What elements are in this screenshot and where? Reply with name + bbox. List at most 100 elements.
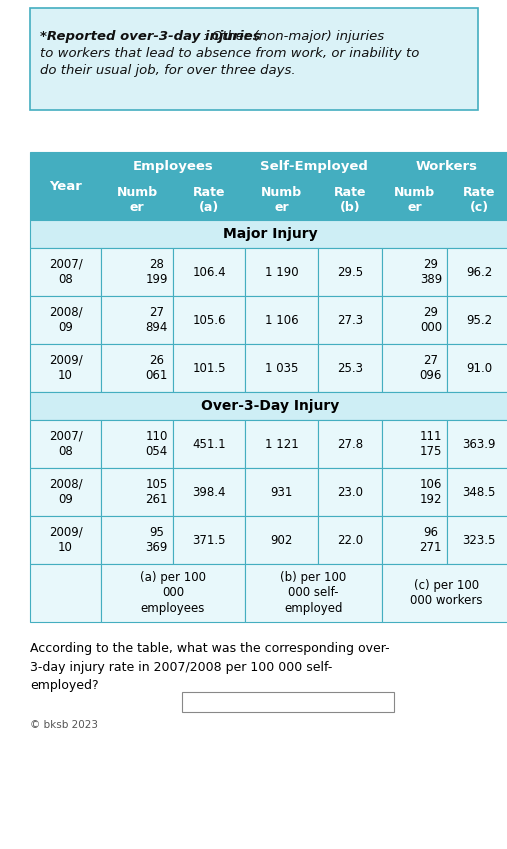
- Text: 29
000: 29 000: [420, 306, 442, 335]
- Bar: [101, 516, 173, 564]
- Text: According to the table, what was the corresponding over-
3-day injury rate in 20: According to the table, what was the cor…: [30, 642, 389, 692]
- Bar: [101, 180, 173, 220]
- Bar: [382, 152, 507, 180]
- Text: do their usual job, for over three days.: do their usual job, for over three days.: [40, 64, 296, 77]
- Bar: [101, 344, 173, 392]
- Bar: [30, 248, 101, 296]
- Text: 348.5: 348.5: [462, 486, 496, 498]
- Text: 27.3: 27.3: [337, 313, 363, 327]
- Text: 1 106: 1 106: [265, 313, 298, 327]
- Text: 27
096: 27 096: [420, 354, 442, 382]
- Text: (c) per 100
000 workers: (c) per 100 000 workers: [410, 579, 483, 607]
- Bar: [245, 420, 318, 468]
- Bar: [245, 248, 318, 296]
- Bar: [382, 564, 507, 622]
- Bar: [318, 420, 382, 468]
- Bar: [318, 516, 382, 564]
- Bar: [245, 468, 318, 516]
- Text: 96.2: 96.2: [466, 266, 492, 278]
- Bar: [30, 516, 101, 564]
- Bar: [318, 248, 382, 296]
- Text: 27.8: 27.8: [337, 437, 363, 451]
- Bar: [245, 564, 382, 622]
- Bar: [245, 152, 382, 180]
- Text: Rate
(a): Rate (a): [193, 186, 225, 214]
- Bar: [447, 516, 507, 564]
- Text: Workers: Workers: [416, 160, 478, 172]
- Text: 398.4: 398.4: [192, 486, 226, 498]
- Text: Employees: Employees: [133, 160, 213, 172]
- Text: 95.2: 95.2: [466, 313, 492, 327]
- Bar: [318, 296, 382, 344]
- Bar: [30, 296, 101, 344]
- Text: 29.5: 29.5: [337, 266, 363, 278]
- Bar: [447, 344, 507, 392]
- Bar: [382, 344, 447, 392]
- Text: Numb
er: Numb er: [117, 186, 158, 214]
- Bar: [30, 152, 101, 220]
- Text: 902: 902: [270, 533, 293, 547]
- Bar: [101, 152, 245, 180]
- Bar: [30, 564, 101, 622]
- Bar: [30, 220, 507, 248]
- Bar: [447, 180, 507, 220]
- Text: 2008/
09: 2008/ 09: [49, 306, 82, 335]
- Bar: [447, 420, 507, 468]
- Text: 2009/
10: 2009/ 10: [49, 354, 82, 382]
- Bar: [30, 8, 478, 110]
- Text: 22.0: 22.0: [337, 533, 363, 547]
- Text: (a) per 100
000
employees: (a) per 100 000 employees: [140, 571, 206, 615]
- Bar: [382, 468, 447, 516]
- Bar: [173, 516, 245, 564]
- Bar: [245, 516, 318, 564]
- Text: Numb
er: Numb er: [394, 186, 435, 214]
- Text: Self-Employed: Self-Employed: [260, 160, 368, 172]
- Bar: [245, 180, 318, 220]
- Text: 28
199: 28 199: [146, 258, 168, 286]
- Text: 363.9: 363.9: [462, 437, 496, 451]
- Text: 1 190: 1 190: [265, 266, 298, 278]
- Bar: [382, 180, 447, 220]
- Bar: [101, 296, 173, 344]
- Bar: [382, 296, 447, 344]
- Bar: [245, 296, 318, 344]
- Bar: [318, 468, 382, 516]
- Bar: [382, 516, 447, 564]
- Text: 2008/
09: 2008/ 09: [49, 478, 82, 506]
- Bar: [173, 420, 245, 468]
- Text: (b) per 100
000 self-
employed: (b) per 100 000 self- employed: [280, 571, 347, 615]
- Text: 25.3: 25.3: [337, 362, 363, 374]
- Bar: [245, 344, 318, 392]
- Bar: [447, 296, 507, 344]
- Text: © bksb 2023: © bksb 2023: [30, 720, 98, 730]
- Text: 1 121: 1 121: [265, 437, 299, 451]
- Text: : Other (non-major) injuries: : Other (non-major) injuries: [203, 30, 384, 43]
- Text: 371.5: 371.5: [192, 533, 226, 547]
- Text: 106.4: 106.4: [192, 266, 226, 278]
- Bar: [101, 468, 173, 516]
- Text: 95
369: 95 369: [146, 526, 168, 554]
- Text: 2009/
10: 2009/ 10: [49, 526, 82, 554]
- Text: 111
175: 111 175: [419, 430, 442, 458]
- Text: 23.0: 23.0: [337, 486, 363, 498]
- Bar: [101, 420, 173, 468]
- Bar: [30, 344, 101, 392]
- Text: 27
894: 27 894: [146, 306, 168, 335]
- Text: 323.5: 323.5: [462, 533, 496, 547]
- Bar: [447, 248, 507, 296]
- Text: 26
061: 26 061: [146, 354, 168, 382]
- Text: Rate
(c): Rate (c): [463, 186, 495, 214]
- Text: 2007/
08: 2007/ 08: [49, 258, 82, 286]
- Text: 2007/
08: 2007/ 08: [49, 430, 82, 458]
- Bar: [173, 344, 245, 392]
- Bar: [382, 420, 447, 468]
- Text: 29
389: 29 389: [420, 258, 442, 286]
- Bar: [182, 692, 394, 712]
- Bar: [101, 248, 173, 296]
- Text: to workers that lead to absence from work, or inability to: to workers that lead to absence from wor…: [40, 47, 419, 60]
- Text: Rate
(b): Rate (b): [334, 186, 366, 214]
- Text: 110
054: 110 054: [146, 430, 168, 458]
- Text: Numb
er: Numb er: [261, 186, 302, 214]
- Bar: [447, 468, 507, 516]
- Bar: [173, 180, 245, 220]
